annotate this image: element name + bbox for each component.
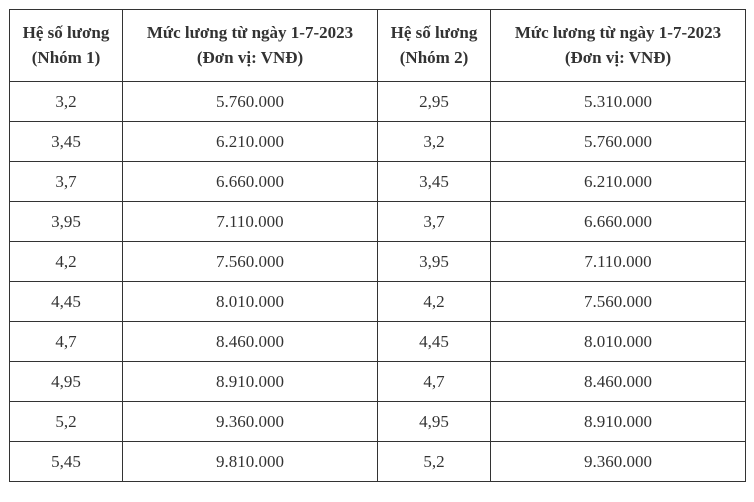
cell-group1-coef: 3,2 bbox=[9, 81, 123, 122]
table-row: 4,95 8.910.000 4,7 8.460.000 bbox=[9, 361, 746, 402]
salary-table: Hệ số lương (Nhóm 1) Mức lương từ ngày 1… bbox=[9, 9, 746, 482]
cell-group2-coef: 3,95 bbox=[377, 241, 491, 282]
cell-group2-coef: 4,7 bbox=[377, 361, 491, 402]
table-row: 3,2 5.760.000 2,95 5.310.000 bbox=[9, 81, 746, 122]
cell-group1-salary: 6.660.000 bbox=[122, 161, 378, 202]
cell-group2-coef: 3,7 bbox=[377, 201, 491, 242]
cell-group2-salary: 8.460.000 bbox=[490, 361, 746, 402]
cell-group1-coef: 3,7 bbox=[9, 161, 123, 202]
header-row: Hệ số lương (Nhóm 1) Mức lương từ ngày 1… bbox=[9, 9, 746, 82]
cell-group2-coef: 3,45 bbox=[377, 161, 491, 202]
header-group1-coef: Hệ số lương (Nhóm 1) bbox=[9, 9, 123, 82]
header-group2-salary: Mức lương từ ngày 1-7-2023 (Đơn vị: VNĐ) bbox=[490, 9, 746, 82]
cell-group1-salary: 9.810.000 bbox=[122, 441, 378, 482]
cell-group1-salary: 9.360.000 bbox=[122, 401, 378, 442]
cell-group1-salary: 5.760.000 bbox=[122, 81, 378, 122]
cell-group2-salary: 8.910.000 bbox=[490, 401, 746, 442]
cell-group1-coef: 4,95 bbox=[9, 361, 123, 402]
cell-group2-salary: 5.760.000 bbox=[490, 121, 746, 162]
cell-group2-salary: 6.210.000 bbox=[490, 161, 746, 202]
cell-group1-coef: 3,45 bbox=[9, 121, 123, 162]
cell-group2-salary: 7.110.000 bbox=[490, 241, 746, 282]
table-row: 5,2 9.360.000 4,95 8.910.000 bbox=[9, 401, 746, 442]
cell-group2-salary: 8.010.000 bbox=[490, 321, 746, 362]
cell-group2-coef: 4,95 bbox=[377, 401, 491, 442]
header-group1-coef-line2: (Nhóm 1) bbox=[31, 48, 101, 67]
table-row: 3,45 6.210.000 3,2 5.760.000 bbox=[9, 121, 746, 162]
header-group1-salary: Mức lương từ ngày 1-7-2023 (Đơn vị: VNĐ) bbox=[122, 9, 378, 82]
cell-group2-coef: 4,2 bbox=[377, 281, 491, 322]
cell-group1-coef: 4,2 bbox=[9, 241, 123, 282]
cell-group1-salary: 7.110.000 bbox=[122, 201, 378, 242]
cell-group1-salary: 7.560.000 bbox=[122, 241, 378, 282]
cell-group1-salary: 6.210.000 bbox=[122, 121, 378, 162]
cell-group2-coef: 3,2 bbox=[377, 121, 491, 162]
cell-group2-salary: 5.310.000 bbox=[490, 81, 746, 122]
cell-group2-coef: 2,95 bbox=[377, 81, 491, 122]
cell-group2-salary: 7.560.000 bbox=[490, 281, 746, 322]
cell-group1-salary: 8.010.000 bbox=[122, 281, 378, 322]
header-group2-coef: Hệ số lương (Nhóm 2) bbox=[377, 9, 491, 82]
cell-group2-coef: 5,2 bbox=[377, 441, 491, 482]
cell-group1-coef: 5,2 bbox=[9, 401, 123, 442]
table-row: 5,45 9.810.000 5,2 9.360.000 bbox=[9, 441, 746, 482]
header-group2-salary-line1: Mức lương từ ngày 1-7-2023 bbox=[514, 22, 722, 42]
cell-group1-coef: 3,95 bbox=[9, 201, 123, 242]
cell-group1-coef: 4,45 bbox=[9, 281, 123, 322]
header-group2-coef-line1: Hệ số lương bbox=[390, 22, 478, 42]
table-row: 3,7 6.660.000 3,45 6.210.000 bbox=[9, 161, 746, 202]
header-group1-salary-line1: Mức lương từ ngày 1-7-2023 bbox=[146, 22, 354, 42]
header-group2-salary-line2: (Đơn vị: VNĐ) bbox=[564, 48, 672, 67]
table-row: 4,45 8.010.000 4,2 7.560.000 bbox=[9, 281, 746, 322]
cell-group2-salary: 9.360.000 bbox=[490, 441, 746, 482]
cell-group1-coef: 4,7 bbox=[9, 321, 123, 362]
header-group1-coef-line1: Hệ số lương bbox=[22, 22, 110, 42]
table-row: 4,2 7.560.000 3,95 7.110.000 bbox=[9, 241, 746, 282]
table-row: 3,95 7.110.000 3,7 6.660.000 bbox=[9, 201, 746, 242]
cell-group2-salary: 6.660.000 bbox=[490, 201, 746, 242]
salary-table-container: Hệ số lương (Nhóm 1) Mức lương từ ngày 1… bbox=[9, 9, 746, 482]
cell-group2-coef: 4,45 bbox=[377, 321, 491, 362]
cell-group1-salary: 8.460.000 bbox=[122, 321, 378, 362]
cell-group1-coef: 5,45 bbox=[9, 441, 123, 482]
header-group2-coef-line2: (Nhóm 2) bbox=[399, 48, 469, 67]
header-group1-salary-line2: (Đơn vị: VNĐ) bbox=[196, 48, 304, 67]
cell-group1-salary: 8.910.000 bbox=[122, 361, 378, 402]
table-row: 4,7 8.460.000 4,45 8.010.000 bbox=[9, 321, 746, 362]
